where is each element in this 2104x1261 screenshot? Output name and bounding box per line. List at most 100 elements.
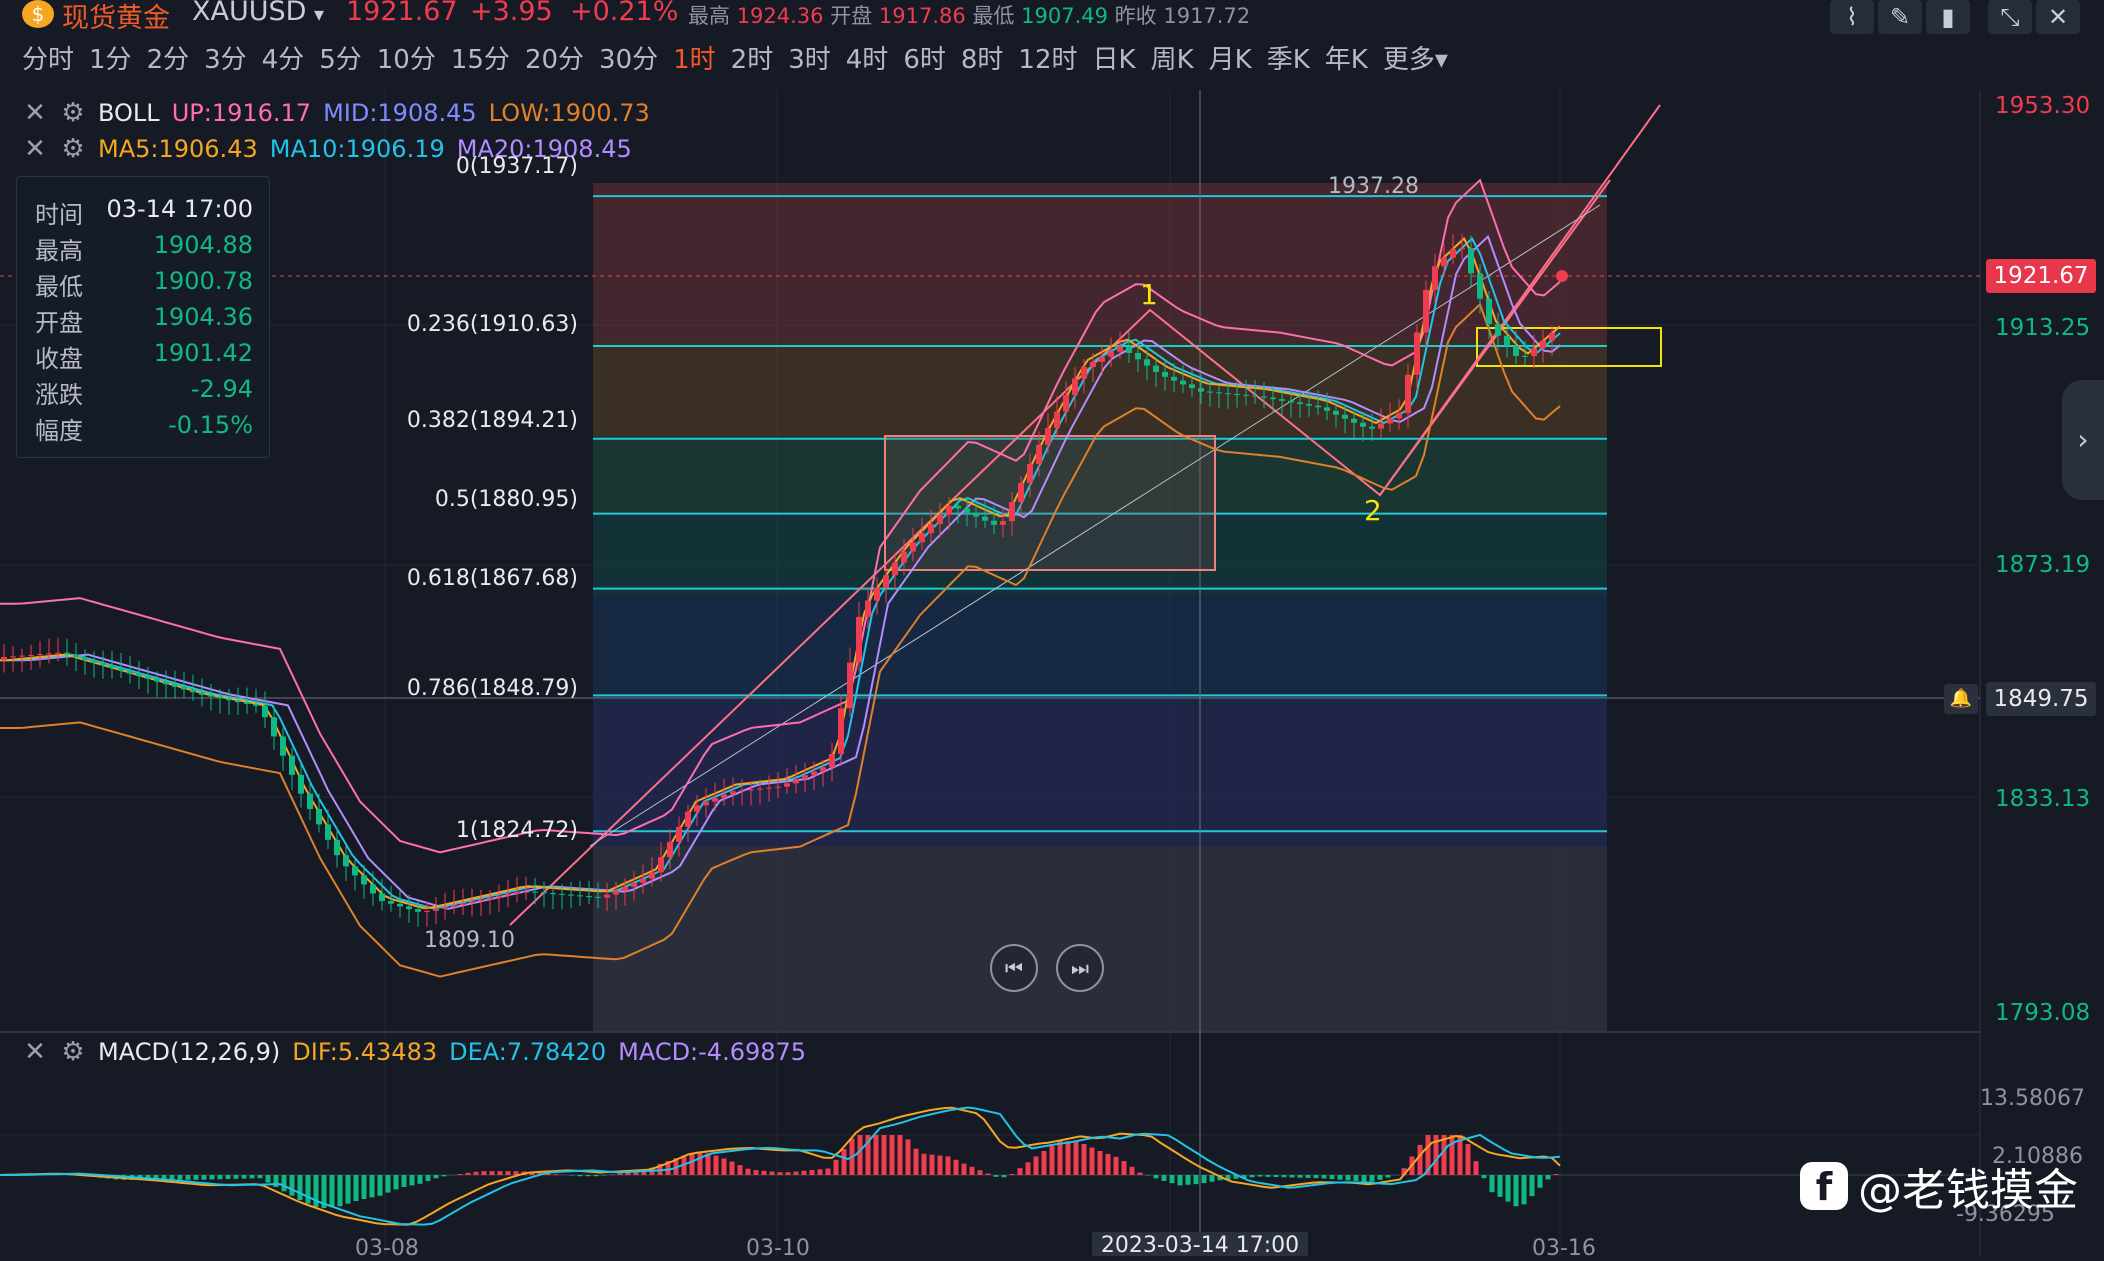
high-label: 最高: [35, 231, 83, 266]
period-tab[interactable]: 3时: [788, 40, 831, 80]
candle-body: [1432, 266, 1438, 290]
macd-bar: [714, 1156, 719, 1175]
high-marker: 1937.28: [1328, 174, 1419, 199]
macd-bar: [1122, 1161, 1127, 1175]
chevron-down-icon[interactable]: ▾: [314, 2, 324, 26]
candle-body: [1504, 336, 1510, 346]
indicator-icon[interactable]: ⌇: [1830, 0, 1874, 34]
close-icon[interactable]: ✕: [2036, 0, 2080, 34]
candle-body: [982, 517, 988, 521]
quote-header: $ 现货黄金 XAUUSD ▾ 1921.67 +3.95 +0.21% 最高 …: [0, 0, 2104, 38]
macd-bar: [410, 1175, 415, 1185]
candle-body: [775, 787, 781, 788]
macd-bar: [906, 1139, 911, 1175]
y-tick-2: 1913.25: [1995, 315, 2090, 341]
draw-pen-icon[interactable]: ✎: [1878, 0, 1922, 34]
skip-forward-icon[interactable]: ⏭: [1056, 944, 1104, 992]
fullscreen-icon[interactable]: ⤡: [1988, 0, 2032, 34]
watermark: f @老钱摸金: [1800, 1154, 2078, 1218]
settings-icon[interactable]: ⚙: [60, 1037, 86, 1067]
period-tab[interactable]: 4分: [262, 40, 305, 80]
candle-body: [631, 883, 637, 887]
symbol-code[interactable]: XAUUSD: [192, 0, 306, 27]
period-tab[interactable]: 4时: [846, 40, 889, 80]
candle-body: [82, 657, 88, 660]
skip-back-icon[interactable]: ⏮: [990, 944, 1038, 992]
settings-icon[interactable]: ⚙: [60, 134, 86, 164]
macd-bar: [938, 1155, 943, 1175]
period-tab[interactable]: 季K: [1267, 40, 1310, 80]
macd-bar: [770, 1171, 775, 1175]
settings-icon[interactable]: ⚙: [60, 98, 86, 128]
macd-bar: [1106, 1154, 1111, 1175]
candle-body: [649, 872, 655, 878]
candle-body: [1405, 375, 1411, 413]
period-tab[interactable]: 3分: [204, 40, 247, 80]
period-tab[interactable]: 1分: [89, 40, 132, 80]
candle-body: [1297, 402, 1303, 404]
period-tab[interactable]: 6时: [903, 40, 946, 80]
symbol-name[interactable]: 现货黄金: [62, 0, 170, 35]
candle-body: [1324, 407, 1330, 410]
macd-bar: [1274, 1175, 1279, 1177]
chevron-right-icon[interactable]: ›: [2062, 380, 2104, 500]
macd-name: MACD(12,26,9): [98, 1038, 280, 1066]
period-tab[interactable]: 15分: [451, 40, 510, 80]
period-tab[interactable]: 20分: [525, 40, 584, 80]
candle-body: [1333, 411, 1339, 415]
candle-body: [1477, 273, 1483, 298]
macd-bar: [394, 1175, 399, 1189]
period-tab[interactable]: 10分: [377, 40, 436, 80]
candle-body: [244, 702, 250, 704]
macd-bar: [570, 1175, 575, 1176]
candle-body: [208, 695, 214, 697]
wave-label-2: 2: [1364, 494, 1382, 527]
period-tab[interactable]: 1时: [673, 40, 716, 80]
candle-body: [730, 791, 736, 794]
candle-style-icon[interactable]: ▮: [1926, 0, 1970, 34]
candle-body: [595, 897, 601, 898]
macd-bar: [1050, 1146, 1055, 1175]
high-value: 1924.36: [737, 4, 824, 28]
period-tab[interactable]: 分时: [22, 40, 74, 80]
macd-bar: [458, 1174, 463, 1175]
candle-body: [955, 506, 961, 509]
candle-body: [838, 708, 844, 754]
period-tab[interactable]: 12时: [1018, 40, 1077, 80]
bell-icon[interactable]: 🔔: [1944, 684, 1978, 714]
period-tab[interactable]: 5分: [319, 40, 362, 80]
candle-body: [919, 533, 925, 542]
period-tab[interactable]: 2时: [731, 40, 774, 80]
macd-bar: [594, 1175, 599, 1176]
candle-body: [1054, 412, 1060, 429]
candle-body: [523, 892, 529, 893]
period-tab[interactable]: 月K: [1209, 40, 1252, 80]
period-tab[interactable]: 日K: [1093, 40, 1136, 80]
candle-body: [253, 704, 259, 706]
macd-bar: [618, 1173, 623, 1175]
macd-bar: [986, 1174, 991, 1175]
macd-bar: [1034, 1156, 1039, 1175]
candle-body: [1162, 372, 1168, 377]
period-tab[interactable]: 更多▾: [1383, 40, 1448, 80]
candle-body: [1090, 362, 1096, 367]
candle-body: [1063, 395, 1069, 412]
close-icon[interactable]: ✕: [22, 134, 48, 164]
candle-body: [235, 700, 241, 702]
close-icon[interactable]: ✕: [22, 1037, 48, 1067]
period-tab[interactable]: 周K: [1151, 40, 1194, 80]
candle-body: [451, 905, 457, 907]
macd-bar: [898, 1135, 903, 1175]
candle-body: [892, 563, 898, 576]
close-icon[interactable]: ✕: [22, 98, 48, 128]
macd-bar: [1210, 1175, 1215, 1182]
period-tab[interactable]: 8时: [961, 40, 1004, 80]
period-tab[interactable]: 30分: [599, 40, 658, 80]
candle-body: [1126, 347, 1132, 353]
candle-body: [388, 901, 394, 904]
period-tab[interactable]: 年K: [1325, 40, 1368, 80]
candle-body: [1180, 381, 1186, 385]
macd-bar: [242, 1175, 247, 1179]
period-tab[interactable]: 2分: [147, 40, 190, 80]
candle-body: [1306, 404, 1312, 406]
